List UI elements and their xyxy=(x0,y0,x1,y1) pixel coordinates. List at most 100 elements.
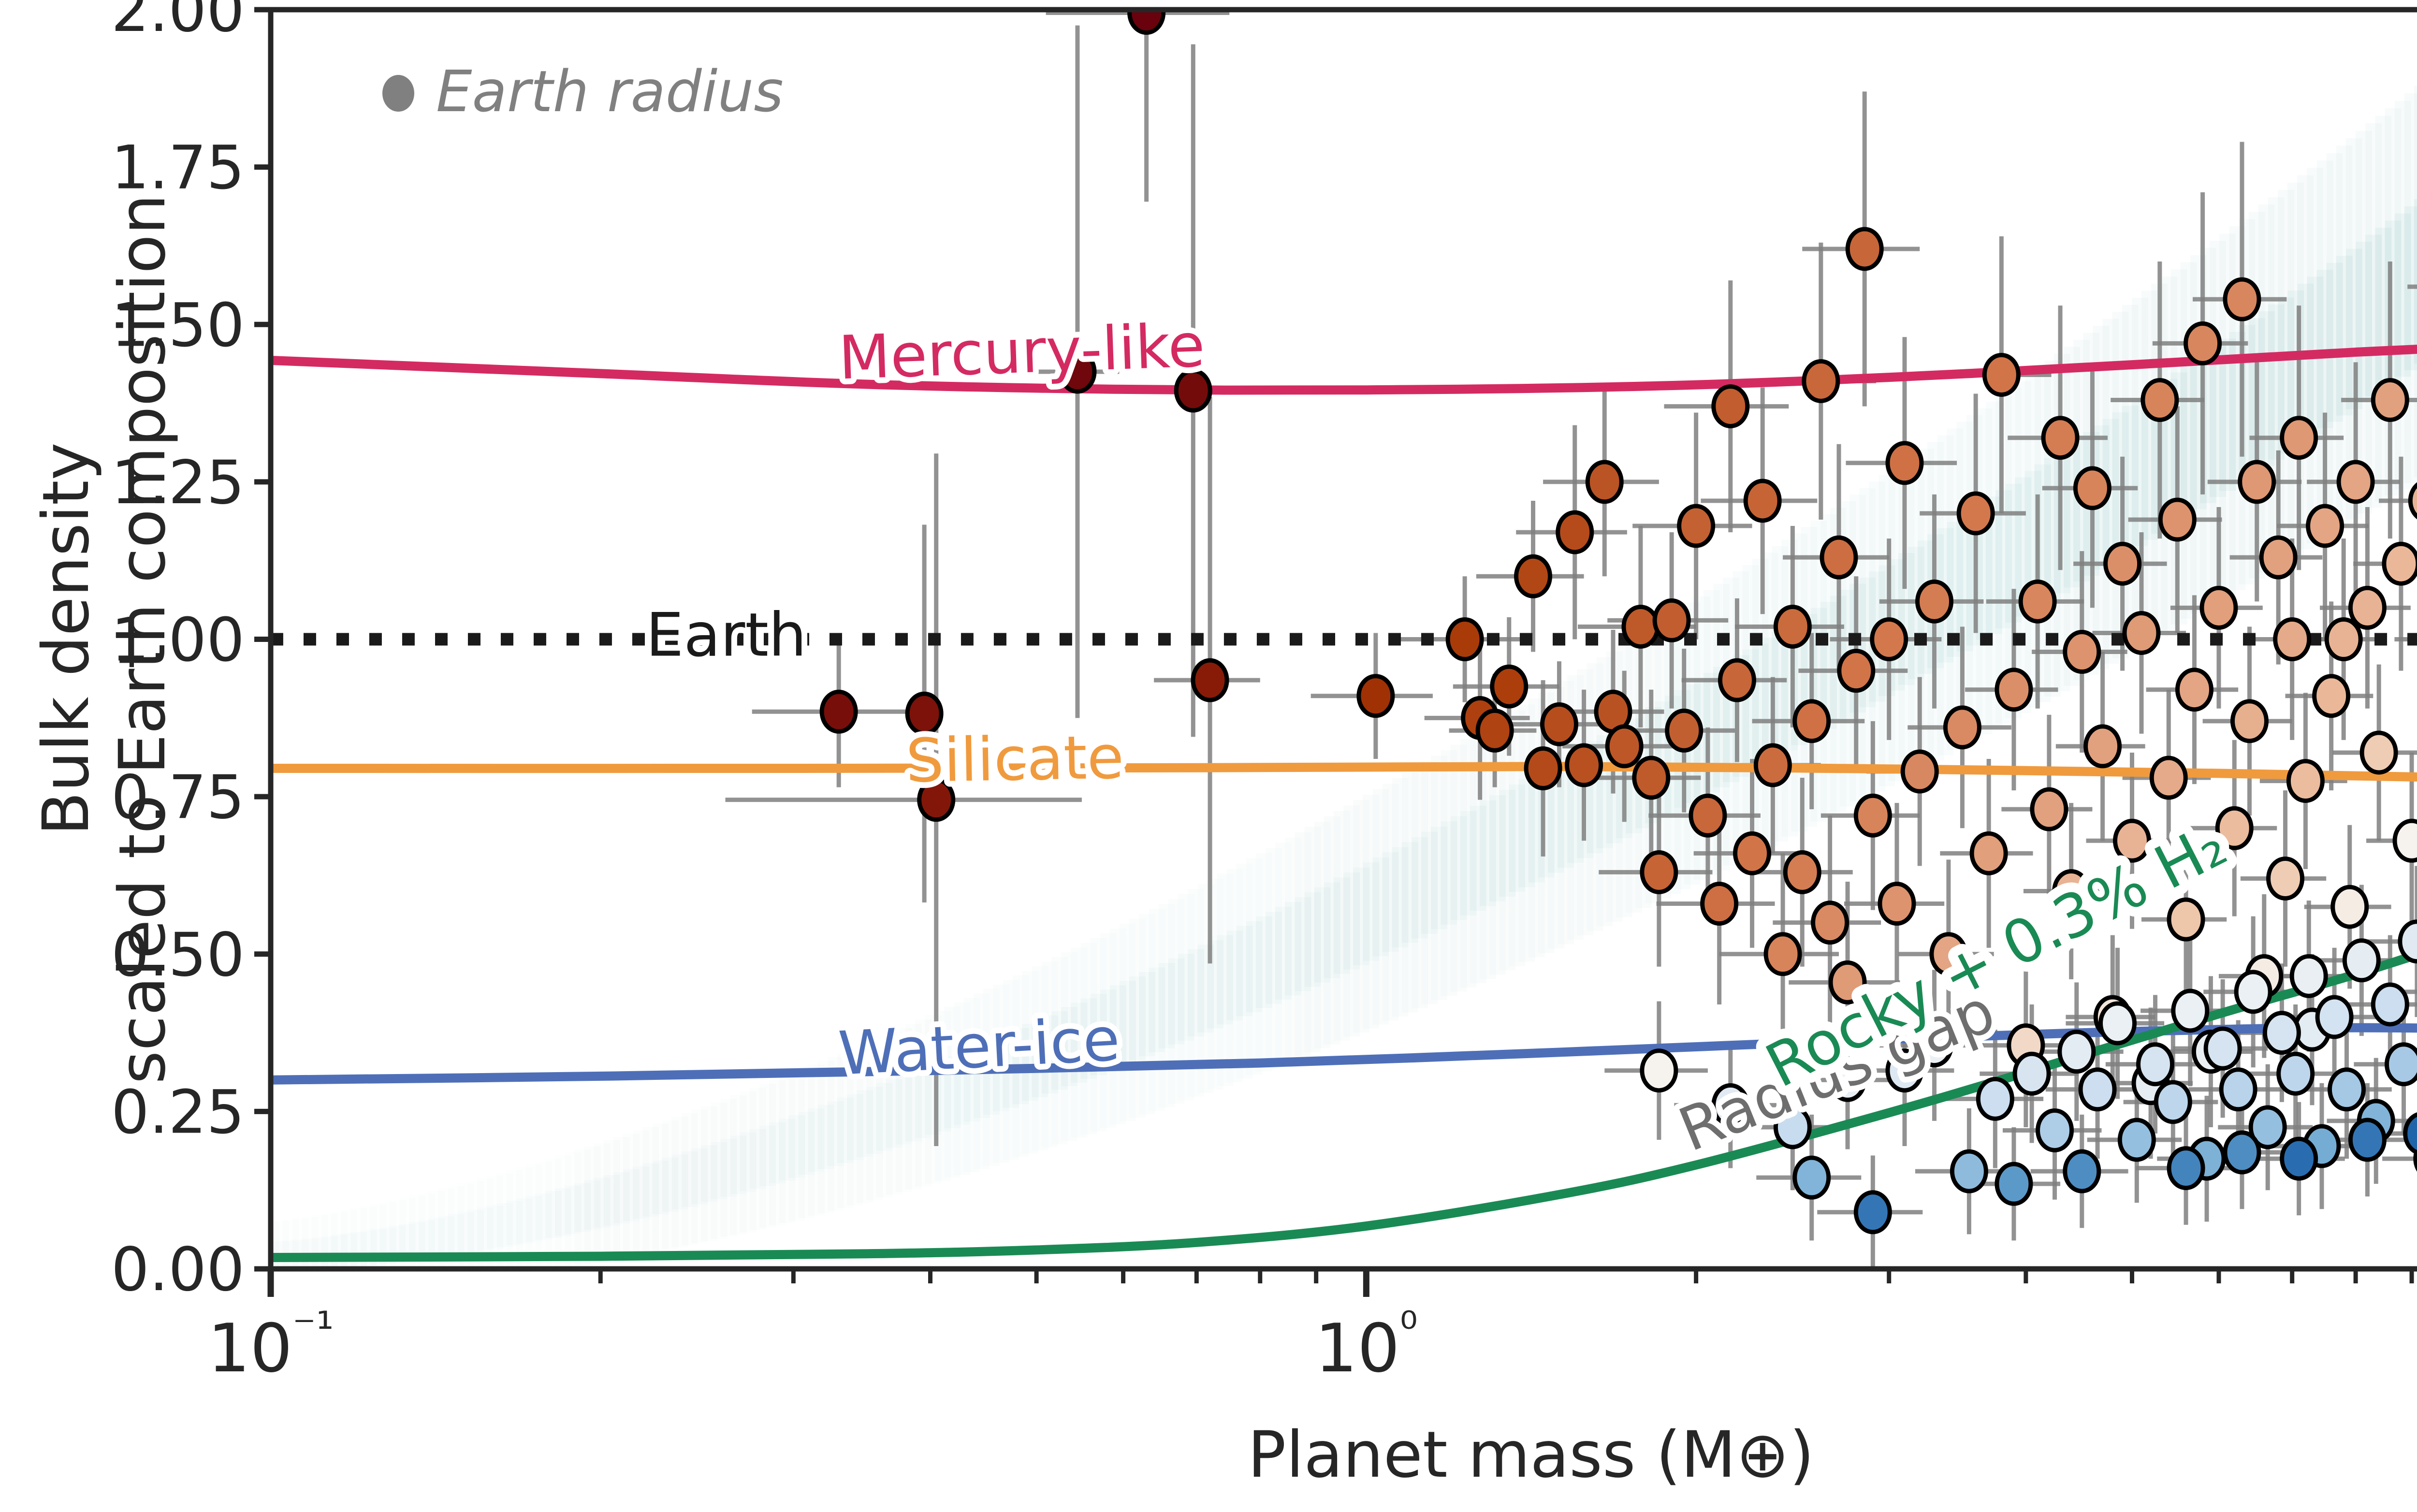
scatter-point xyxy=(1556,510,1594,554)
scatter-point xyxy=(2136,1042,2175,1087)
scatter-point xyxy=(1621,604,1660,649)
scatter-point xyxy=(1711,1083,1750,1127)
scatter-point xyxy=(2280,1136,2318,1181)
scatter-point xyxy=(2098,1001,2137,1046)
curve-mercury-like xyxy=(271,345,2417,395)
scatter-point xyxy=(2273,617,2312,661)
scatter-point xyxy=(917,778,956,822)
scatter-point xyxy=(2234,970,2272,1014)
y-tick-label: 1.75 xyxy=(111,133,245,203)
scatter-point xyxy=(1773,604,1812,649)
annotation-label: Earth xyxy=(646,601,807,670)
scatter-point xyxy=(905,691,944,736)
scatter-point xyxy=(2113,818,2152,863)
scatter-point xyxy=(2348,585,2387,630)
legend: Earth radius xyxy=(382,58,784,125)
y-tick-label: 0.50 xyxy=(111,920,245,990)
scatter-point xyxy=(2122,611,2161,655)
curve-water-ice xyxy=(271,1023,2417,1085)
axis-ticks xyxy=(254,7,2414,1297)
scatter-point xyxy=(1640,850,1678,894)
annotation-label: Mercury-like xyxy=(837,311,1206,393)
scatter-point xyxy=(1885,1048,1924,1093)
scatter-point xyxy=(1792,1155,1831,1200)
scatter-point xyxy=(2342,938,2381,983)
scatter-point xyxy=(2259,535,2298,580)
scatter-point xyxy=(1828,960,1867,1004)
scatter-point xyxy=(2215,806,2254,850)
scatter-point xyxy=(1853,793,1892,838)
scatter-point xyxy=(2223,1130,2261,1175)
scatter-point xyxy=(1950,1149,1988,1193)
svg-text:Earth: Earth xyxy=(646,601,807,670)
scatter-point xyxy=(1753,743,1792,787)
scatter-point xyxy=(2262,1011,2301,1055)
scatter-point xyxy=(2359,730,2398,775)
composition-curves xyxy=(271,345,2417,1263)
scatter-point xyxy=(1956,491,1995,536)
scatter-point xyxy=(2012,1051,2051,1096)
scatter-point xyxy=(1700,882,1739,926)
y-tick-label: 0.00 xyxy=(111,1235,245,1305)
scatter-point xyxy=(2167,1146,2205,1191)
scatter-point xyxy=(1058,349,1097,394)
scatter-point xyxy=(1743,479,1782,523)
scatter-point xyxy=(2315,995,2354,1039)
scatter-point xyxy=(2073,466,2111,510)
scatter-point xyxy=(2306,504,2344,548)
scatter-point xyxy=(2154,1080,2192,1124)
scatter-point xyxy=(1585,460,1624,504)
scatter-point xyxy=(2063,1149,2101,1193)
y-tick-label: 1.00 xyxy=(111,606,245,675)
scatter-point xyxy=(2312,674,2351,718)
scatter-point xyxy=(1783,850,1821,894)
scatter-point xyxy=(2117,1118,2156,1162)
svg-text:Bulk density: Bulk density xyxy=(29,442,103,835)
scatter-point xyxy=(2018,579,2057,624)
scatter-point xyxy=(2158,497,2197,542)
y-axis-title: Bulk density scaled to Earth composition xyxy=(29,194,180,1084)
curve-silicate xyxy=(271,762,2417,782)
scatter-point xyxy=(2219,1067,2257,1112)
scatter-point xyxy=(1605,724,1644,769)
scatter-point xyxy=(2063,630,2101,674)
scatter-point xyxy=(1763,932,1802,976)
scatter-point xyxy=(1878,882,1916,926)
scatter-point xyxy=(2036,1108,2074,1152)
scatter-point xyxy=(2199,585,2238,630)
x-tick-label: 10¹ xyxy=(2411,1302,2417,1387)
scatter-point xyxy=(1718,658,1756,702)
scatter-point xyxy=(1640,1048,1678,1093)
y-tick-label: 1.25 xyxy=(111,448,245,518)
scatter-point xyxy=(1995,1162,2033,1206)
scatter-point xyxy=(2392,818,2417,863)
x-axis-title: Planet mass (M⊕) xyxy=(1248,1418,1814,1492)
scatter-point xyxy=(1773,1105,1812,1149)
y-tick-label: 1.50 xyxy=(111,291,245,360)
scatter-point xyxy=(1853,1190,1892,1235)
scatter-point xyxy=(1514,554,1553,598)
annotation-label: Water-ice xyxy=(837,1004,1121,1089)
scatter-point xyxy=(1689,793,1727,838)
scatter-point xyxy=(2184,321,2222,365)
scatter-point xyxy=(1943,705,1981,750)
scatter-point xyxy=(2041,416,2080,460)
scatter-point xyxy=(2403,1112,2417,1155)
scatter-point xyxy=(1976,1076,2014,1121)
scatter-point xyxy=(2324,617,2363,661)
scatter-point xyxy=(1652,598,1691,642)
scatter-point xyxy=(2276,1051,2315,1096)
scatter-point xyxy=(2336,460,2375,504)
y-tick-label: 2.00 xyxy=(111,0,245,45)
scatter-point xyxy=(1565,743,1603,787)
scatter-point xyxy=(2330,885,2369,929)
scatter-point xyxy=(1665,708,1704,753)
scatter-point xyxy=(2398,919,2417,964)
scatter-point xyxy=(2289,954,2328,998)
scatter-point xyxy=(1792,699,1831,743)
scatter-point xyxy=(2171,989,2210,1033)
scatter-point xyxy=(2385,1042,2417,1087)
scatter-point xyxy=(1475,708,1514,753)
